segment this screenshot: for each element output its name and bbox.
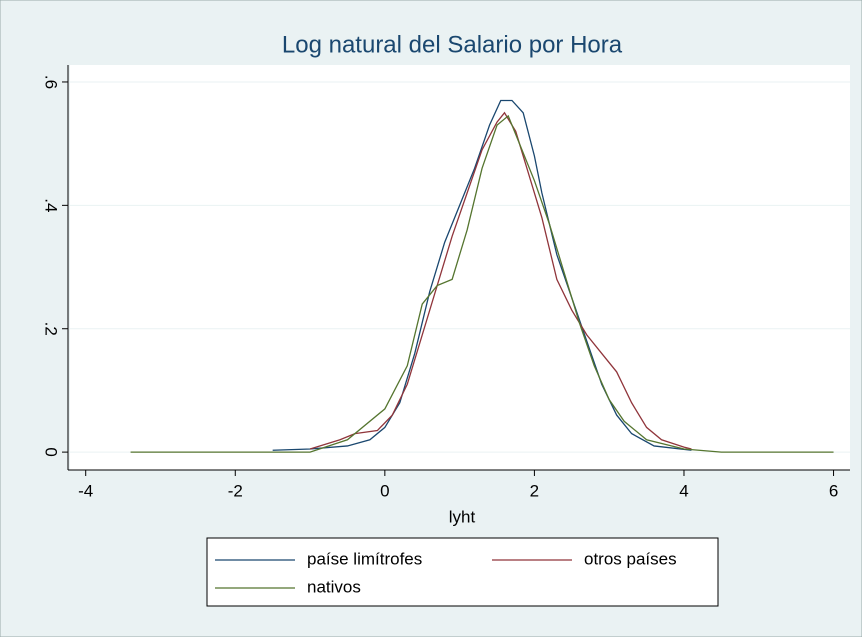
x-tick-label: 2 xyxy=(530,481,539,500)
x-tick-label: 6 xyxy=(829,481,838,500)
legend-label: nativos xyxy=(307,577,361,596)
y-tick-label: 0 xyxy=(42,447,61,456)
legend xyxy=(206,537,719,607)
plot-area xyxy=(70,65,850,470)
y-tick-label: .2 xyxy=(42,322,61,336)
x-tick-label: 0 xyxy=(380,481,389,500)
x-axis-label: lyht xyxy=(449,507,476,526)
x-tick-label: -2 xyxy=(228,481,243,500)
y-tick-label: .4 xyxy=(42,198,61,212)
legend-label: paíse limítrofes xyxy=(307,549,422,568)
density-line xyxy=(130,114,834,453)
x-tick-label: 4 xyxy=(679,481,688,500)
legend-label: otros países xyxy=(584,549,677,568)
y-tick-label: .6 xyxy=(42,75,61,89)
chart-title: Log natural del Salario por Hora xyxy=(282,31,623,58)
x-tick-label: -4 xyxy=(78,481,93,500)
